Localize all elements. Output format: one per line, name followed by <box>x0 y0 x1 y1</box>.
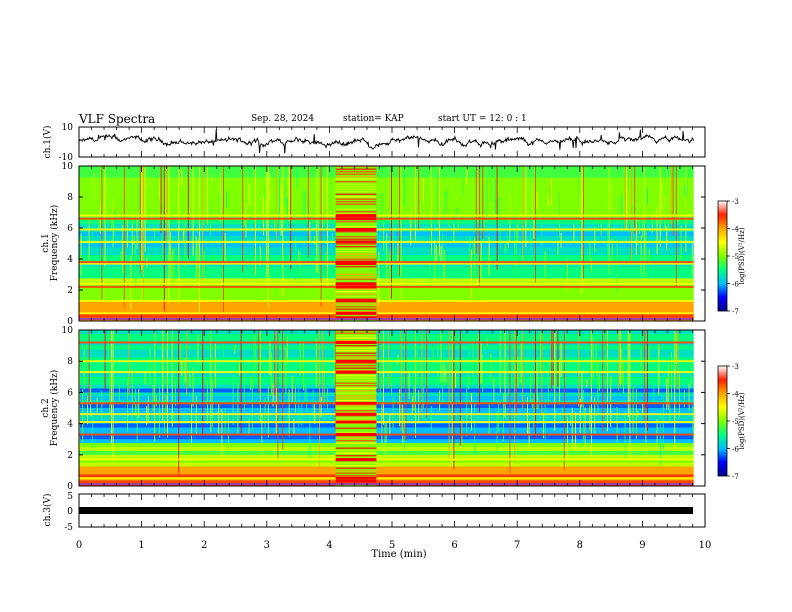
time-tick-label: 8 <box>577 540 583 551</box>
ticks1-tick-label: 10 <box>62 162 74 172</box>
colorbar-label: log(PSD)(V²/Hz) <box>738 227 746 284</box>
station-label: station= KAP <box>343 114 404 124</box>
ch3-voltage-trace <box>79 507 693 514</box>
time-axis-ticks <box>78 127 706 527</box>
ticks2-tick-label: 8 <box>67 357 73 367</box>
ticks1-tick-label: 2 <box>67 286 73 296</box>
date-label: Sep. 28, 2024 <box>251 114 315 124</box>
time-tick-label: 1 <box>138 540 144 551</box>
ch2-frequency-ylabel: Frequency (kHz) <box>49 370 60 447</box>
ch2-spectrogram-image <box>79 330 695 487</box>
colorbar-tick-label: -4 <box>732 226 739 234</box>
ch1-colorbar: -3 -4 -5 -6 -7 log(PSD)(V²/Hz) <box>717 198 746 316</box>
time-tick-label: 0 <box>76 540 82 551</box>
ch1-channel-label: ch.1 <box>41 233 51 252</box>
ch3-voltage-tick-top: 5 <box>67 492 73 502</box>
colorbar-label: log(PSD)(V²/Hz) <box>738 392 746 449</box>
time-tick-label: 7 <box>514 540 520 551</box>
ch3-voltage-tick-mid: 0 <box>67 507 73 517</box>
time-tick-label: 10 <box>699 540 712 551</box>
ticks2-tick-label: 10 <box>62 326 74 336</box>
time-axis-label: Time (min) <box>371 549 426 560</box>
colorbar-tick-label: -7 <box>732 308 739 316</box>
start-time-label: start UT = 12: 0 : 1 <box>438 114 527 124</box>
time-tick-label: 5 <box>389 540 395 551</box>
chart-title: VLF Spectra <box>79 112 156 126</box>
ticks2-tick-label: 4 <box>67 420 73 430</box>
ch2-spectrogram-panel: ch.2 Frequency (kHz) 10 8 6 4 2 0 <box>41 326 706 492</box>
ticks2-tick-label: 6 <box>67 388 73 398</box>
colorbar-tick-label: -4 <box>732 391 739 399</box>
colorbar-tick-label: -5 <box>732 418 739 426</box>
ticks1-tick-label: 6 <box>67 224 73 234</box>
ch2-channel-label: ch.2 <box>41 398 51 417</box>
time-axis-tick-labels: 0 1 2 3 4 5 6 7 8 9 10 <box>76 540 712 551</box>
time-tick-label: 6 <box>451 540 457 551</box>
ticks1-tick-label: 8 <box>67 193 73 203</box>
ch3-voltage-ylabel: ch.3(V) <box>42 494 53 527</box>
ch1-frequency-ylabel: Frequency (kHz) <box>49 205 60 282</box>
ticks1-tick-label: 0 <box>67 317 73 327</box>
colorbar-gradient <box>717 200 728 312</box>
ticks1-tick-label: 4 <box>67 255 73 265</box>
time-tick-label: 3 <box>264 540 270 551</box>
ticks2-tick-label: 0 <box>67 482 73 492</box>
ch1-spectrogram-image <box>79 166 694 322</box>
ch3-voltage-tick-bottom: -5 <box>64 523 73 533</box>
ch1-voltage-tick-top: 10 <box>62 123 74 133</box>
time-tick-label: 2 <box>201 540 207 551</box>
colorbar-tick-label: -3 <box>732 198 739 206</box>
time-tick-label: 4 <box>326 540 332 551</box>
ticks2-tick-label: 2 <box>67 451 73 461</box>
ch1-spectrogram-panel: ch.1 Frequency (kHz) 10 8 6 4 2 0 <box>41 162 706 327</box>
ch1-voltage-tick-bottom: -10 <box>59 153 74 163</box>
colorbar-tick-label: -6 <box>732 281 739 289</box>
ch2-colorbar: -3 -4 -5 -6 -7 log(PSD)(V²/Hz) <box>717 363 746 481</box>
ch1-voltage-ylabel: ch.1(V) <box>42 126 53 159</box>
ch1-voltage-trace <box>78 129 695 154</box>
colorbar-tick-label: -3 <box>732 363 739 371</box>
colorbar-tick-label: -7 <box>732 473 739 481</box>
colorbar-tick-label: -5 <box>732 253 739 261</box>
time-tick-label: 9 <box>639 540 645 551</box>
colorbar-tick-label: -6 <box>732 446 739 454</box>
colorbar-gradient <box>717 365 728 477</box>
